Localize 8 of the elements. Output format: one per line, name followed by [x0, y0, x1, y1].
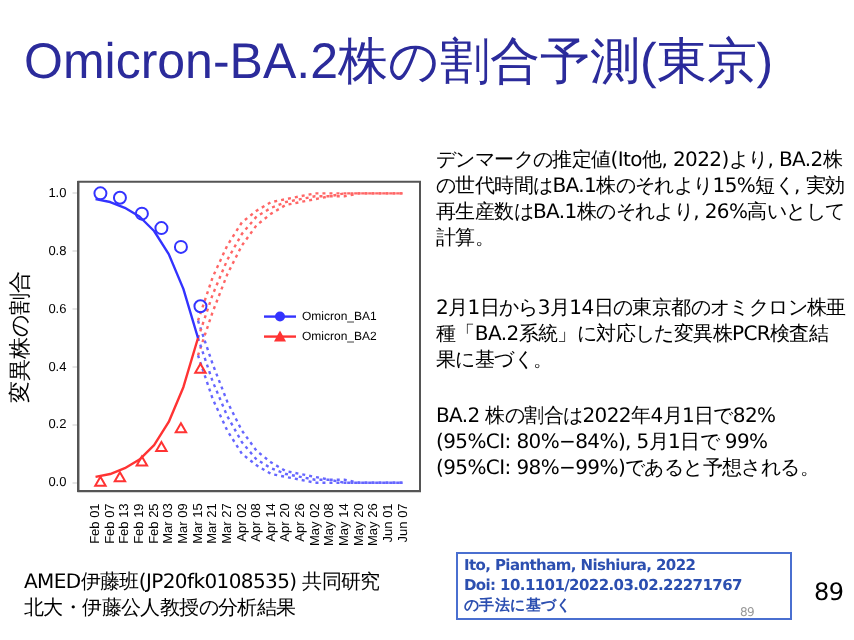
text: デンマークの推定値(Ito他, 2022)より, BA.2株の世代時間はBA.1株のそれより15%短く, 実効再生産数はBA.1株のそれより, 26%高いとして計算。: [436, 148, 846, 252]
text: AMED伊藤班(JP20fk0108535) 共同研究: [24, 570, 382, 596]
text: 2月1日から3月14日の東京都のオミクロン株亜種「BA.2系統」に対応した変異株PCR検査結果に基づく。: [436, 296, 846, 374]
text: 89: [814, 578, 844, 606]
text: BA.2 株の割合は2022年4月1日で82% (95%CI: 80%−84%), 5月1日で 99% (95%CI: 98%−99%)であると予想される。: [436, 404, 822, 482]
y-axis-title: 変異株の割合: [7, 270, 34, 403]
chart-title: Omicron-BA.2株の割合予測(東京): [24, 32, 774, 94]
text: 北大・伊藤公人教授の分析結果: [24, 596, 298, 622]
